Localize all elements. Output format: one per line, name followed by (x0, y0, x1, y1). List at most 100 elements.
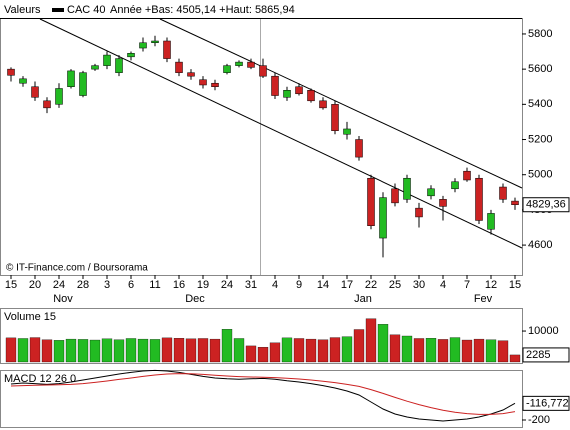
x-tick-label: 19 (197, 279, 209, 291)
x-tick-label: 14 (317, 279, 329, 291)
volume-bar (137, 338, 149, 363)
x-tick-label: 6 (128, 279, 134, 291)
candle-body (115, 58, 123, 73)
candle-body (271, 75, 279, 96)
candle-body (247, 61, 255, 68)
macd-line (10, 369, 516, 422)
volume-bar (281, 337, 293, 363)
credit: © IT-Finance.com / Boursorama (6, 263, 148, 274)
candle-body (331, 104, 339, 131)
x-tick-label: 24 (53, 279, 65, 291)
volume-bar (113, 339, 125, 363)
x-tick-label: 16 (173, 279, 185, 291)
candle-body (283, 90, 291, 98)
volume-bar (245, 345, 257, 363)
volume-bar (161, 337, 173, 363)
x-tick-label: 30 (413, 279, 425, 291)
volume-bar (365, 318, 377, 363)
last-value-label: 2285 (526, 349, 550, 361)
volume-bar (53, 340, 65, 363)
candle-body (379, 197, 387, 239)
candle-body (487, 213, 495, 230)
volume-bar (389, 334, 401, 363)
candle-body (295, 86, 303, 95)
y-tick-label: 5400 (528, 98, 552, 110)
volume-title: Volume 15 (4, 311, 56, 323)
volume-bar (17, 338, 29, 363)
last-value-box (522, 347, 570, 363)
volume-bar (173, 338, 185, 363)
candle-body (391, 188, 399, 204)
x-tick-label: 20 (29, 279, 41, 291)
x-tick-label: 3 (104, 279, 110, 291)
candle-body (127, 53, 135, 58)
candle-body (223, 65, 231, 73)
volume-bar (425, 338, 437, 363)
volume-bar (269, 342, 281, 363)
x-tick-label: 11 (149, 279, 160, 291)
candle-body (19, 78, 27, 84)
legend-name: CAC 40 (67, 4, 106, 16)
x-tick-label: 12 (485, 279, 497, 291)
volume-bar (341, 336, 353, 363)
candle-body (31, 86, 39, 98)
candle-body (175, 61, 183, 73)
candle-body (427, 188, 435, 197)
volume-bar (461, 339, 473, 363)
last-value-label: 4829,36 (526, 199, 566, 211)
macd-title: MACD 12 26 0 (4, 373, 76, 385)
candle-body (403, 177, 411, 200)
candle-body (259, 65, 267, 77)
volume-bar (125, 338, 137, 363)
candle-body (7, 68, 15, 76)
volume-bar (77, 339, 89, 363)
volume-bar (305, 338, 317, 363)
legend-swatch (52, 8, 64, 12)
volume-bar (497, 340, 509, 363)
volume-bar (377, 324, 389, 363)
candle-body (319, 100, 327, 109)
candle-body (43, 100, 51, 109)
y-tick-label: -200 (528, 414, 550, 426)
month-label: Jan (354, 293, 372, 305)
volume-bar (149, 339, 161, 363)
last-value-box (522, 395, 570, 411)
volume-bar (185, 338, 197, 363)
candle-body (343, 128, 351, 135)
candle-body (511, 200, 519, 205)
candle-body (103, 54, 111, 66)
x-tick-label: 15 (5, 279, 17, 291)
x-tick-label: 22 (365, 279, 377, 291)
volume-bar (353, 329, 365, 363)
x-tick-label: 25 (389, 279, 401, 291)
candle-body (199, 79, 207, 86)
volume-bar (437, 339, 449, 363)
x-tick-label: 31 (245, 279, 257, 291)
volume-bar (197, 338, 209, 363)
x-tick-label: 17 (341, 279, 353, 291)
header: Valeurs (4, 4, 41, 16)
x-tick-label: 28 (77, 279, 89, 291)
candle-body (67, 70, 75, 87)
volume-bar (65, 338, 77, 363)
candle-body (55, 88, 63, 105)
candle-body (439, 199, 447, 207)
candle-body (415, 207, 423, 218)
volume-bar (101, 338, 113, 363)
trend-line (159, 18, 523, 189)
volume-bar (5, 337, 17, 363)
candle-body (475, 177, 483, 221)
candle-body (451, 181, 459, 190)
candle-body (463, 170, 471, 181)
volume-bar (293, 338, 305, 363)
x-tick-label: 24 (221, 279, 233, 291)
candle-body (307, 90, 315, 102)
candle-body (151, 40, 159, 44)
volume-bar (413, 338, 425, 363)
last-value-label: -116,772 (526, 397, 569, 409)
volume-bar (485, 339, 497, 363)
volume-bar (257, 346, 269, 363)
volume-bar (317, 339, 329, 363)
